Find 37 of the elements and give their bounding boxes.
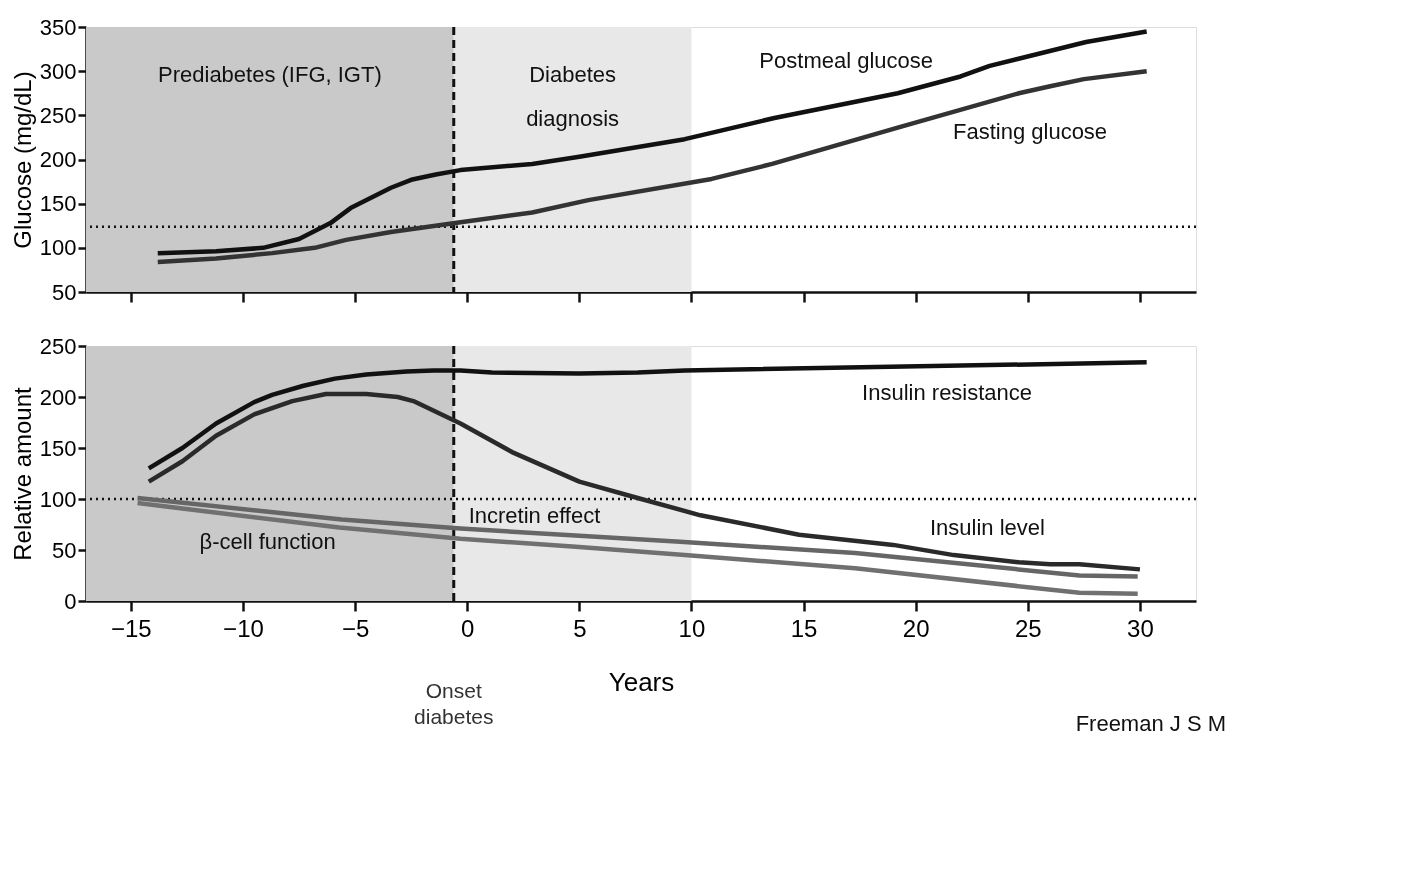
series-label: β-cell function bbox=[199, 528, 336, 554]
x-tick-label: −10 bbox=[223, 614, 264, 642]
x-tick-label: 0 bbox=[461, 614, 475, 642]
y-tick-label: 300 bbox=[39, 58, 77, 84]
x-tick-label: 10 bbox=[678, 614, 706, 642]
x-axis-title: Years bbox=[608, 666, 675, 697]
y-axis-title: Relative amount bbox=[8, 386, 36, 561]
band-label: Diabetes diagnosis bbox=[526, 62, 620, 131]
text: Freeman J S M bbox=[1075, 711, 1226, 736]
series-label: Fasting glucose bbox=[953, 119, 1108, 145]
y-tick-label: 250 bbox=[39, 333, 77, 359]
line-series bbox=[135, 500, 1140, 597]
y-tick-label: 100 bbox=[39, 235, 77, 261]
x-tick-label: 20 bbox=[902, 614, 930, 642]
series-label: Insulin level bbox=[929, 514, 1045, 540]
x-tick-label: 25 bbox=[1014, 614, 1042, 642]
x-tick-label: −5 bbox=[341, 614, 370, 642]
y-tick-label: 150 bbox=[39, 435, 77, 461]
series-label: Incretin effect bbox=[468, 503, 601, 529]
x-tick-label: 30 bbox=[1127, 614, 1154, 642]
y-tick-label: 50 bbox=[52, 279, 77, 305]
text: Onset diabetes bbox=[414, 679, 494, 728]
x-tick-label: 5 bbox=[573, 614, 587, 642]
y-tick-label: 100 bbox=[39, 486, 77, 512]
y-tick-label: 0 bbox=[64, 588, 77, 614]
y-tick-label: 50 bbox=[52, 537, 77, 563]
x-tick-label: −15 bbox=[110, 614, 152, 642]
y-tick-label: 200 bbox=[39, 147, 77, 172]
series-label: Insulin resistance bbox=[862, 379, 1033, 405]
series-label: Postmeal glucose bbox=[759, 48, 934, 74]
y-axis-title: Glucose (mg/dL) bbox=[8, 71, 36, 249]
y-tick-label: 150 bbox=[39, 191, 77, 217]
y-tick-label: 250 bbox=[39, 102, 77, 128]
y-tick-label: 350 bbox=[39, 14, 77, 40]
band-label: Prediabetes (IFG, IGT) bbox=[158, 62, 382, 87]
y-tick-label: 200 bbox=[39, 384, 77, 410]
x-tick-label: 15 bbox=[790, 614, 818, 642]
